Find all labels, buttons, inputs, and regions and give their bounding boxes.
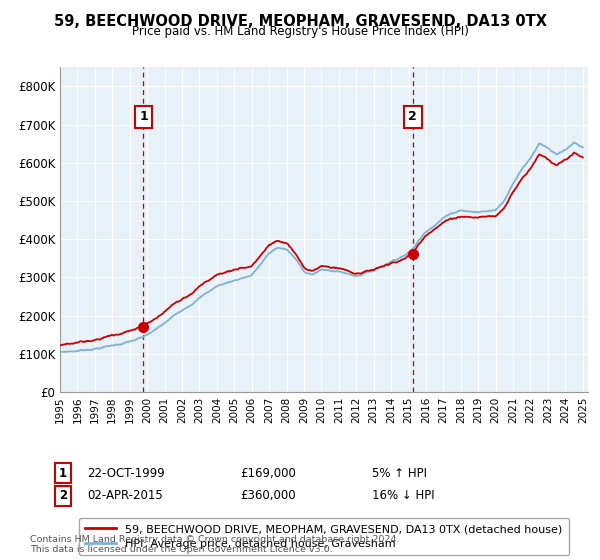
Text: 16% ↓ HPI: 16% ↓ HPI: [372, 489, 434, 502]
Text: 2: 2: [59, 489, 67, 502]
Text: 22-OCT-1999: 22-OCT-1999: [87, 466, 165, 480]
Text: 1: 1: [59, 466, 67, 480]
Text: £169,000: £169,000: [240, 466, 296, 480]
Text: 5% ↑ HPI: 5% ↑ HPI: [372, 466, 427, 480]
Text: Price paid vs. HM Land Registry's House Price Index (HPI): Price paid vs. HM Land Registry's House …: [131, 25, 469, 38]
Text: 1: 1: [139, 110, 148, 123]
Text: 59, BEECHWOOD DRIVE, MEOPHAM, GRAVESEND, DA13 0TX: 59, BEECHWOOD DRIVE, MEOPHAM, GRAVESEND,…: [53, 14, 547, 29]
Text: 2: 2: [409, 110, 417, 123]
Text: Contains HM Land Registry data © Crown copyright and database right 2024.
This d: Contains HM Land Registry data © Crown c…: [30, 535, 400, 554]
Text: 02-APR-2015: 02-APR-2015: [87, 489, 163, 502]
Legend: 59, BEECHWOOD DRIVE, MEOPHAM, GRAVESEND, DA13 0TX (detached house), HPI: Average: 59, BEECHWOOD DRIVE, MEOPHAM, GRAVESEND,…: [79, 517, 569, 556]
Text: £360,000: £360,000: [240, 489, 296, 502]
